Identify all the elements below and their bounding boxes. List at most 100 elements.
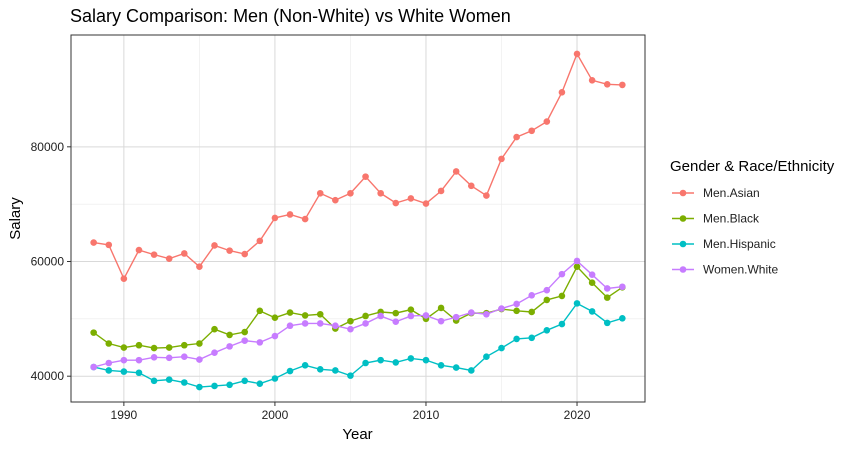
data-point bbox=[316, 189, 324, 197]
data-point bbox=[211, 349, 218, 356]
data-point bbox=[241, 377, 249, 385]
data-point bbox=[90, 363, 97, 371]
data-point bbox=[347, 317, 354, 325]
data-point bbox=[437, 362, 445, 369]
data-point bbox=[573, 257, 581, 265]
data-point bbox=[498, 344, 505, 352]
data-point bbox=[105, 367, 113, 374]
data-point bbox=[271, 214, 279, 222]
data-point bbox=[120, 368, 128, 375]
data-point bbox=[241, 250, 249, 258]
x-tick-label: 2010 bbox=[413, 408, 440, 422]
legend-key-point bbox=[679, 266, 687, 273]
data-point bbox=[467, 182, 475, 190]
legend-label: Men.Hispanic bbox=[703, 237, 776, 251]
data-point bbox=[90, 329, 97, 336]
data-point bbox=[603, 294, 611, 301]
data-point bbox=[120, 344, 128, 351]
data-point bbox=[150, 344, 158, 352]
data-point bbox=[165, 376, 173, 383]
data-point bbox=[362, 320, 369, 327]
data-point bbox=[332, 196, 339, 204]
data-point bbox=[619, 283, 626, 291]
plot-panel: 1990 2000 2010 2020 40000 60000 80000 bbox=[31, 34, 646, 422]
data-point bbox=[120, 356, 128, 364]
data-point bbox=[528, 308, 536, 316]
data-point bbox=[407, 312, 415, 320]
data-point bbox=[619, 314, 626, 322]
data-point bbox=[256, 237, 264, 245]
data-point bbox=[286, 211, 294, 218]
data-point bbox=[332, 367, 339, 374]
data-point bbox=[543, 118, 551, 125]
data-point bbox=[467, 309, 475, 316]
data-point bbox=[301, 362, 309, 369]
data-point bbox=[150, 251, 158, 258]
x-tick-label: 2020 bbox=[564, 408, 591, 422]
data-point bbox=[392, 309, 400, 317]
data-point bbox=[377, 312, 384, 320]
data-point bbox=[543, 296, 551, 304]
data-point bbox=[256, 380, 264, 387]
data-point bbox=[467, 367, 475, 374]
data-point bbox=[422, 312, 430, 319]
data-point bbox=[588, 271, 596, 278]
data-point bbox=[241, 337, 249, 344]
data-point bbox=[498, 305, 505, 312]
x-axis-title: Year bbox=[342, 426, 372, 443]
series-line-men-hispanic bbox=[93, 302, 623, 388]
y-tick-label: 80000 bbox=[31, 140, 65, 154]
data-point bbox=[165, 354, 173, 362]
legend-key-point bbox=[679, 189, 687, 197]
data-point bbox=[483, 310, 490, 318]
data-point bbox=[226, 381, 233, 389]
data-point bbox=[135, 369, 143, 377]
data-point bbox=[588, 308, 596, 315]
data-point bbox=[165, 344, 173, 351]
data-point bbox=[196, 356, 203, 363]
data-point bbox=[180, 250, 188, 257]
data-point bbox=[407, 306, 415, 313]
data-point bbox=[316, 366, 324, 373]
data-point bbox=[211, 242, 218, 249]
data-point bbox=[483, 192, 490, 199]
data-point bbox=[603, 319, 611, 327]
legend: Gender & Race/Ethnicity Men.Asian Men.Bla… bbox=[670, 158, 835, 277]
data-point bbox=[452, 364, 460, 371]
data-point bbox=[422, 356, 430, 364]
data-point bbox=[437, 187, 445, 195]
legend-label: Men.Black bbox=[703, 212, 760, 226]
y-tick-label: 60000 bbox=[31, 255, 65, 269]
data-point bbox=[196, 383, 203, 391]
data-point bbox=[513, 335, 520, 343]
series-line-men-asian bbox=[93, 52, 623, 281]
data-point bbox=[105, 359, 113, 367]
data-point bbox=[286, 367, 294, 375]
data-point bbox=[603, 81, 611, 88]
data-point bbox=[543, 286, 551, 294]
data-point bbox=[316, 320, 324, 327]
data-point bbox=[105, 241, 113, 249]
data-point bbox=[271, 332, 279, 340]
data-point bbox=[211, 325, 218, 333]
data-point bbox=[407, 195, 415, 202]
data-point bbox=[196, 263, 203, 270]
data-point bbox=[498, 155, 505, 163]
data-point bbox=[241, 328, 249, 336]
data-point bbox=[528, 334, 536, 342]
data-point bbox=[150, 377, 158, 385]
data-point bbox=[316, 310, 324, 318]
data-point bbox=[452, 313, 460, 321]
data-point bbox=[226, 247, 233, 254]
legend-label: Women.White bbox=[703, 263, 778, 277]
data-point bbox=[392, 359, 400, 366]
data-point bbox=[301, 312, 309, 319]
data-point bbox=[377, 189, 384, 197]
data-point bbox=[513, 300, 520, 308]
data-point bbox=[543, 327, 551, 334]
data-point bbox=[90, 239, 97, 246]
data-point bbox=[483, 353, 490, 360]
data-point bbox=[301, 215, 309, 223]
data-point bbox=[165, 255, 173, 262]
